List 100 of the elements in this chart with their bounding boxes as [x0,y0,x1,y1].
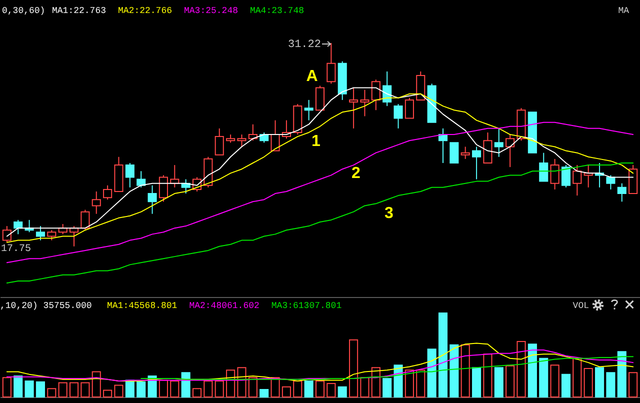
bar [561,374,571,398]
candlestick [404,97,414,119]
bar [47,388,56,398]
bar [617,351,626,398]
candlestick [80,209,90,231]
candlestick [349,87,358,129]
annotation: 2 [352,165,361,182]
bar [237,367,246,398]
candlestick [326,42,336,84]
bar [483,354,492,398]
candlestick [14,219,23,235]
candlestick [103,184,112,200]
candlestick [494,128,504,158]
text: MA [618,6,630,16]
bar [584,368,593,398]
candlestick [315,85,325,111]
candlestick [371,79,380,111]
candlestick [539,152,548,182]
bar [494,367,504,398]
candlestick [617,182,626,202]
candlestick [158,174,168,202]
bar [572,358,582,398]
text: MA3:25.248 [184,6,238,16]
bar [528,344,537,398]
bar [192,388,202,398]
candlestick [550,158,560,190]
bar [181,372,190,398]
bar [338,386,347,398]
candlestick [125,162,134,188]
bar [550,364,560,398]
bar [170,380,180,398]
candlestick [92,190,101,214]
bar [394,364,403,398]
bar [125,380,134,398]
bar [315,380,325,398]
bar [460,344,470,398]
candlestick [506,134,515,168]
bar [382,378,392,398]
candlestick [237,134,246,148]
bar [506,365,515,398]
text: 0,30,60) [2,6,46,16]
bar [450,344,459,398]
bar [36,381,45,398]
text: MA1:45568.801 [107,301,178,311]
bar [349,339,358,398]
bar [103,390,112,398]
bar [304,380,314,398]
candlestick [394,104,403,129]
candlestick [450,142,459,164]
bar [360,377,370,398]
text: MA3:61307.801 [271,301,342,311]
bar [606,372,616,398]
bar [92,371,101,398]
bar [404,370,414,398]
candlestick [460,146,470,160]
bar [114,384,124,398]
bar [371,367,380,398]
text: ,10,20) 35755.000 [0,301,92,311]
candlestick [561,164,571,188]
bar [24,380,34,398]
bar [260,388,269,398]
bar [326,383,336,398]
annotation: 17.75 [1,244,32,255]
bar [416,370,426,398]
bar [14,376,23,398]
text: MA4:23.748 [250,6,304,16]
candlestick [572,164,582,196]
candlestick [483,132,492,164]
bar [438,312,448,398]
bar [69,382,79,398]
bar [516,341,526,398]
bar [595,367,604,398]
candlestick [136,170,146,188]
bar [248,377,258,398]
bar [80,382,90,398]
text: MA1:22.763 [52,6,106,16]
bar [136,381,146,398]
bar [282,386,291,398]
candlestick [36,226,45,241]
bar [58,382,68,398]
bar [539,358,548,398]
bar [427,348,436,398]
bar [226,370,236,398]
annotation: 3 [384,205,394,222]
text: VOL [572,301,589,311]
bar [472,367,482,398]
candlestick [472,146,482,180]
candlestick [304,99,314,121]
bar [158,380,168,398]
candlestick [148,184,157,214]
bar [214,380,224,398]
text: MA2:48061.602 [189,301,260,311]
annotation: A [306,68,318,85]
candlestick [214,128,224,156]
candlestick [47,230,56,241]
annotation: 31.22 [288,39,321,51]
candlestick [606,174,616,190]
bar [293,380,302,398]
text: MA2:22.766 [118,6,172,16]
candlestick [360,89,370,117]
